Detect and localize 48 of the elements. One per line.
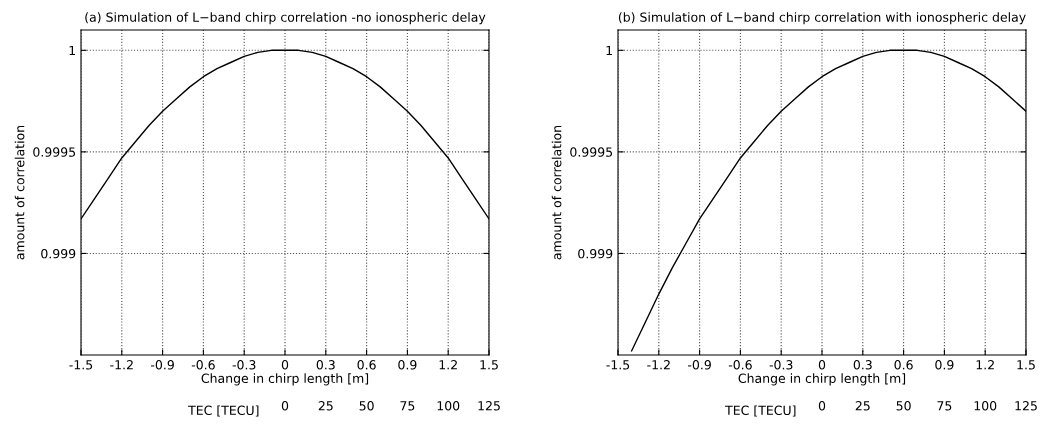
x-tick-label: 0.3 <box>853 360 872 370</box>
x2-tick-label: 75 <box>400 401 415 411</box>
x2-axis-title: TEC [TECU] <box>188 405 259 417</box>
x-tick-label: 0.9 <box>935 360 954 370</box>
x-tick-label: 1.5 <box>1017 360 1035 370</box>
x2-tick-label: 100 <box>437 401 460 411</box>
x-tick-label: -0.3 <box>769 360 793 370</box>
x2-tick-label: 125 <box>478 401 500 411</box>
x2-tick-label: 75 <box>937 401 952 411</box>
x-tick-label: 1.2 <box>439 360 457 370</box>
x-tick-label: -0.6 <box>728 360 752 370</box>
y-tick-label: 0.9995 <box>33 147 76 157</box>
x2-axis-title: TEC [TECU] <box>725 405 796 417</box>
x-tick-label: -1.2 <box>110 360 133 370</box>
x-axis-title: Change in chirp length [m] <box>738 373 906 386</box>
chart-title: (a) Simulation of L−band chirp correlation -no ionospheric delay <box>85 12 486 25</box>
y-axis-title: amount of correlation <box>551 125 562 260</box>
x-tick-label: -0.3 <box>232 360 256 370</box>
x2-tick-label: 125 <box>1015 401 1037 411</box>
x2-tick-label: 25 <box>855 401 870 411</box>
x2-tick-label: 50 <box>896 401 911 411</box>
x-tick-label: 0.3 <box>316 360 335 370</box>
x-tick-label: 0 <box>818 360 826 370</box>
x-axis-title: Change in chirp length [m] <box>201 373 369 386</box>
x-tick-label: -1.5 <box>69 360 93 370</box>
x2-tick-label: 100 <box>974 401 997 411</box>
x-tick-label: -0.9 <box>151 360 174 370</box>
y-tick-label: 1 <box>69 45 75 56</box>
x-tick-label: -0.6 <box>191 360 215 370</box>
x2-tick-label: 0 <box>281 401 289 411</box>
x-tick-label: 0.6 <box>357 360 376 370</box>
x-tick-label: 1.5 <box>480 360 498 370</box>
x2-tick-label: 0 <box>818 401 826 411</box>
y-tick-label: 0.999 <box>41 248 76 259</box>
y-tick-label: 0.999 <box>578 248 613 259</box>
x-tick-label: -0.9 <box>688 360 711 370</box>
x-tick-label: 0.9 <box>398 360 417 370</box>
y-axis-title: amount of correlation <box>14 125 25 260</box>
x2-tick-label: 25 <box>318 401 333 411</box>
x-tick-label: -1.2 <box>647 360 670 370</box>
x2-tick-label: 50 <box>359 401 374 411</box>
x-tick-label: 0.6 <box>894 360 913 370</box>
y-tick-label: 1 <box>606 45 612 56</box>
y-tick-label: 0.9995 <box>570 147 613 157</box>
chart-title: (b) Simulation of L−band chirp correlation with ionospheric delay <box>618 12 1026 25</box>
x-tick-label: 1.2 <box>976 360 994 370</box>
x-tick-label: -1.5 <box>606 360 630 370</box>
x-tick-label: 0 <box>281 360 289 370</box>
